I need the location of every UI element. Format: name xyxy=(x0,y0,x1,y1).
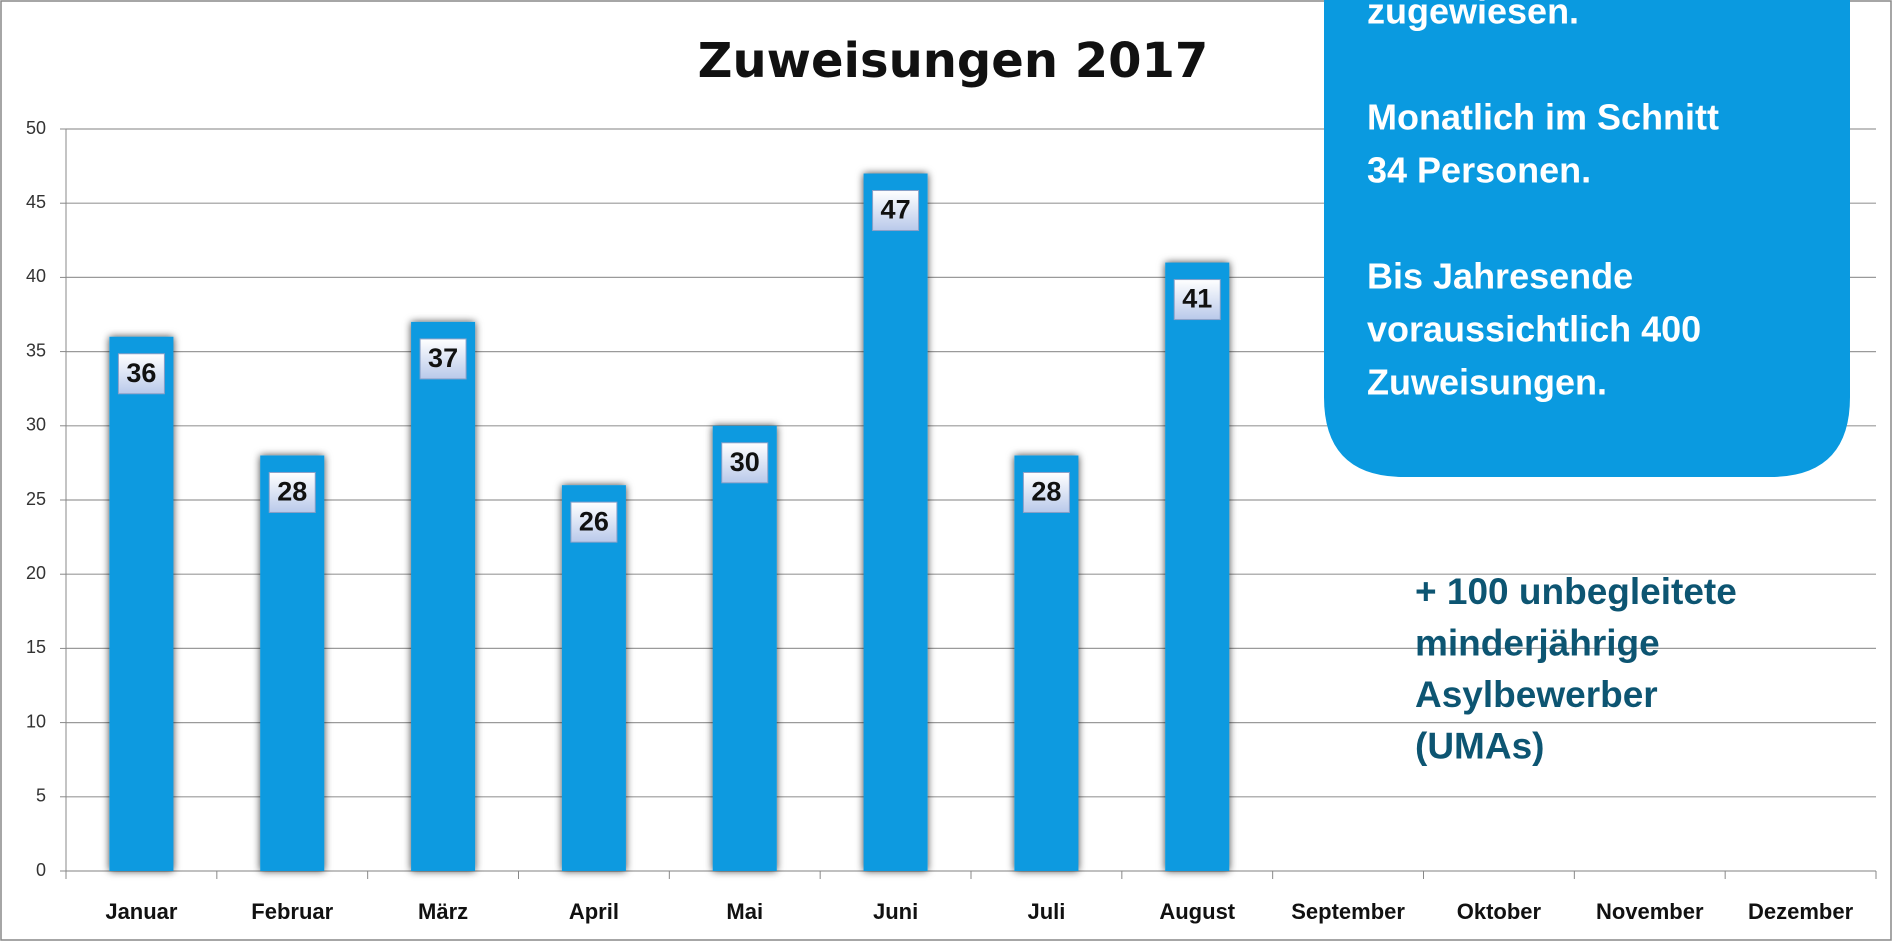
y-tick-label: 0 xyxy=(36,860,46,880)
bar xyxy=(1165,262,1230,871)
value-label-box xyxy=(117,353,165,395)
x-tick-label: November xyxy=(1596,899,1704,924)
annotation: Asylbewerber xyxy=(1415,674,1658,715)
y-tick-label: 15 xyxy=(26,637,46,657)
callout-text: Bis Jahresende xyxy=(1367,256,1633,297)
y-tick-label: 20 xyxy=(26,563,46,583)
callout-text: Zuweisungen. xyxy=(1367,362,1607,403)
y-tick-label: 25 xyxy=(26,489,46,509)
chart-title: Zuweisungen 2017 xyxy=(698,33,1209,89)
x-tick-label: Februar xyxy=(251,899,333,924)
value-label: 47 xyxy=(881,195,911,225)
value-label: 37 xyxy=(428,343,458,373)
y-tick-label: 35 xyxy=(26,340,46,360)
x-tick-label: Dezember xyxy=(1748,899,1854,924)
callout-box xyxy=(1324,0,1850,477)
value-label: 28 xyxy=(277,477,307,507)
value-label-box xyxy=(268,471,316,513)
x-tick-label: September xyxy=(1291,899,1405,924)
y-tick-label: 30 xyxy=(26,415,46,435)
x-tick-label: Juli xyxy=(1027,899,1065,924)
annotation: (UMAs) xyxy=(1415,725,1544,766)
bar xyxy=(109,336,174,871)
x-tick-label: Mai xyxy=(726,899,763,924)
value-label: 41 xyxy=(1182,284,1212,314)
bar xyxy=(712,425,777,871)
x-tick-label: April xyxy=(569,899,619,924)
value-label: 26 xyxy=(579,506,609,536)
value-label-box xyxy=(419,338,467,380)
value-label-box xyxy=(1173,279,1221,321)
annotation: + 100 unbegleitete xyxy=(1415,571,1737,612)
value-label: 28 xyxy=(1031,477,1061,507)
bar xyxy=(260,455,325,871)
value-label: 30 xyxy=(730,447,760,477)
bar xyxy=(411,321,476,871)
y-tick-label: 5 xyxy=(36,786,46,806)
value-label: 36 xyxy=(126,358,156,388)
x-tick-label: Juni xyxy=(873,899,918,924)
value-label-box xyxy=(570,501,618,543)
y-tick-label: 10 xyxy=(26,711,46,731)
bar xyxy=(863,173,928,871)
x-tick-label: August xyxy=(1159,899,1235,924)
value-label-box xyxy=(721,442,769,484)
bar xyxy=(561,485,626,871)
value-label-box xyxy=(1022,471,1070,513)
callout-text: 34 Personen. xyxy=(1367,150,1591,191)
y-tick-label: 50 xyxy=(26,118,46,138)
callout-text: voraussichtlich 400 xyxy=(1367,309,1701,350)
bar xyxy=(1014,455,1079,871)
y-tick-label: 45 xyxy=(26,192,46,212)
annotation: minderjährige xyxy=(1415,622,1660,663)
x-tick-label: März xyxy=(418,899,468,924)
callout-text: zugewiesen. xyxy=(1367,0,1579,32)
x-tick-label: Oktober xyxy=(1457,899,1542,924)
x-tick-label: Januar xyxy=(105,899,178,924)
callout-text: Monatlich im Schnitt xyxy=(1367,97,1719,138)
value-label-box xyxy=(872,190,920,232)
y-tick-label: 40 xyxy=(26,266,46,286)
